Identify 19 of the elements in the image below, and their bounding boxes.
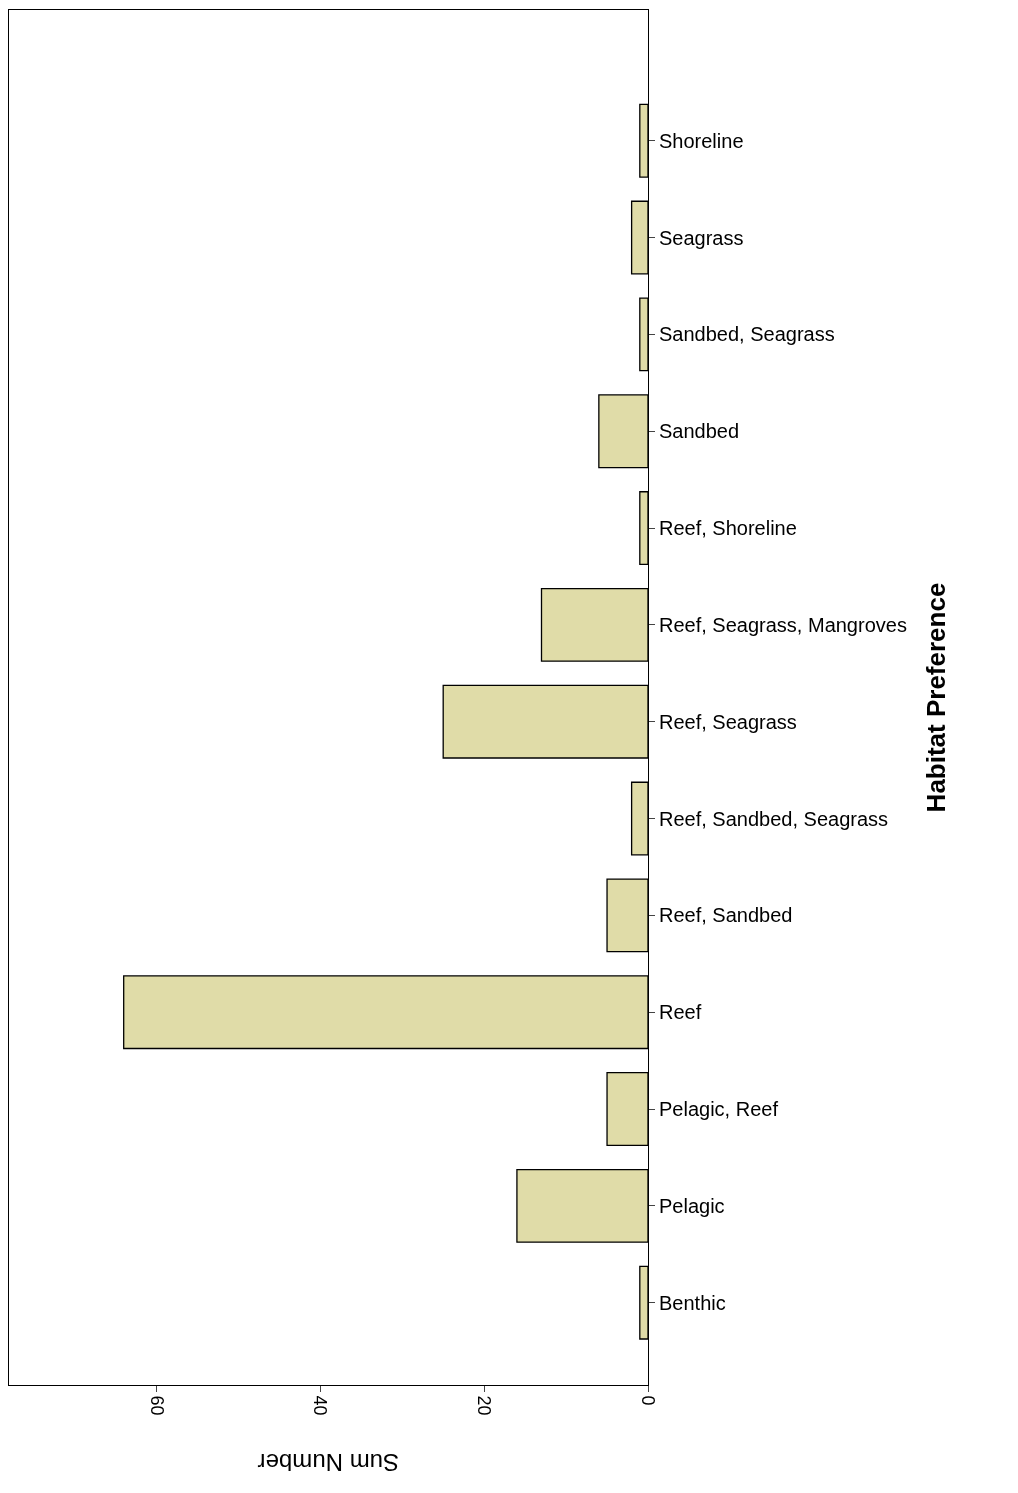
x-tick-label: 0 — [638, 1395, 659, 1406]
y-tick-label: Reef, Shoreline — [659, 517, 797, 540]
y-tick-label: Shoreline — [659, 129, 744, 152]
y-axis-title: Habitat Preference — [920, 582, 951, 813]
x-tick-label: 20 — [474, 1395, 495, 1416]
y-tick-label: Reef, Seagrass, Mangroves — [659, 613, 907, 636]
y-tick-label: Pelagic, Reef — [659, 1098, 779, 1121]
y-tick-label: Benthic — [659, 1291, 726, 1314]
x-tick-label: 60 — [146, 1395, 167, 1416]
y-tick-label: Reef, Sandbed, Seagrass — [659, 807, 889, 830]
x-axis-title: Sum Number — [257, 1449, 399, 1476]
x-tick-label: 40 — [310, 1395, 331, 1416]
y-tick-label: Reef — [659, 1001, 702, 1024]
y-tick-label: Reef, Sandbed — [659, 904, 793, 927]
y-tick-label: Pelagic — [659, 1194, 725, 1217]
y-tick-label: Reef, Seagrass — [659, 710, 797, 733]
y-tick-label: Sandbed, Seagrass — [659, 323, 835, 346]
y-tick-label: Sandbed — [659, 420, 740, 443]
y-tick-label: Seagrass — [659, 226, 744, 249]
